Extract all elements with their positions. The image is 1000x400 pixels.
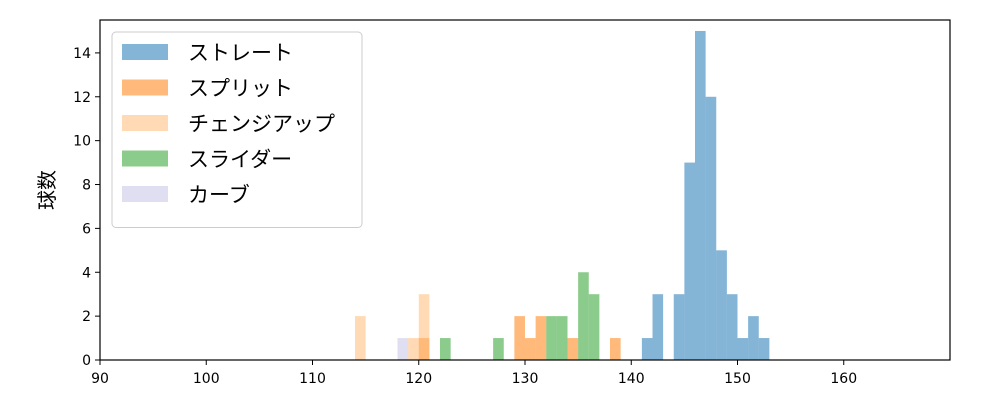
y-tick-label: 12 [73,90,91,106]
bar [397,338,409,360]
legend-swatch [122,79,168,96]
bar [493,338,504,360]
y-tick-label: 2 [82,309,91,325]
legend-label: カーブ [188,183,250,207]
x-tick-label: 130 [512,371,539,387]
y-axis-label: 球数 [35,170,59,210]
series-3 [440,272,600,360]
x-tick-label: 160 [830,371,857,387]
bar [737,338,749,360]
bar [355,316,366,360]
bar [546,316,557,360]
legend-swatch [122,115,168,131]
legend-swatch [122,150,168,167]
bar [726,294,738,360]
bar [418,294,430,360]
bar [695,30,706,360]
bar [567,338,579,360]
x-tick-label: 90 [91,371,109,387]
bar [716,250,727,360]
legend-label: スライダー [188,148,292,172]
bar [684,162,695,360]
bar [610,338,621,360]
bar [641,338,653,360]
bar [652,294,664,360]
series-0 [641,30,770,360]
y-tick-label: 8 [82,178,91,194]
series-2 [355,294,430,360]
y-tick-label: 0 [82,353,91,369]
legend-label: ストレート [188,41,293,65]
x-axis: 90 100 110 120 130 140 150 160 [91,360,857,387]
legend-label: スプリット [188,77,293,101]
y-axis: 0 2 4 6 8 10 12 14 [73,46,100,369]
bar [673,294,685,360]
series-4 [397,338,409,360]
bar [578,272,589,360]
bar [748,316,759,360]
bar [440,338,451,360]
y-tick-label: 4 [82,265,91,281]
legend-label: チェンジアップ [188,112,335,136]
bar [705,96,717,360]
legend-box [111,31,363,228]
legend-swatch [122,186,168,202]
x-tick-label: 110 [299,371,326,387]
x-tick-label: 140 [618,371,645,387]
y-tick-label: 14 [73,46,91,62]
x-tick-label: 150 [724,371,751,387]
bar [525,338,536,360]
bar [588,294,600,360]
legend-swatch [122,44,168,60]
bar [758,338,770,360]
x-tick-label: 100 [193,371,220,387]
y-tick-label: 6 [82,221,91,237]
bars-layer [355,30,770,360]
bar [556,316,568,360]
bar [408,338,419,360]
bar [535,316,547,360]
y-tick-label: 10 [73,134,91,150]
bar [514,316,525,360]
x-tick-label: 120 [405,371,432,387]
